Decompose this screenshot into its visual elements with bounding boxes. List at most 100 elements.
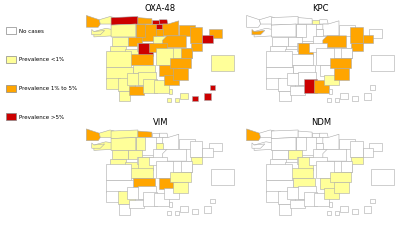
PathPatch shape	[313, 150, 327, 159]
PathPatch shape	[130, 87, 144, 95]
PathPatch shape	[298, 131, 312, 138]
PathPatch shape	[153, 143, 163, 150]
PathPatch shape	[152, 21, 160, 25]
PathPatch shape	[99, 130, 114, 138]
PathPatch shape	[133, 65, 155, 74]
PathPatch shape	[106, 52, 132, 68]
PathPatch shape	[154, 194, 169, 206]
PathPatch shape	[211, 56, 233, 72]
PathPatch shape	[279, 91, 291, 102]
PathPatch shape	[272, 151, 288, 159]
PathPatch shape	[152, 134, 160, 138]
PathPatch shape	[163, 135, 179, 150]
PathPatch shape	[138, 19, 152, 25]
PathPatch shape	[298, 157, 313, 170]
PathPatch shape	[266, 191, 280, 202]
PathPatch shape	[290, 87, 305, 95]
PathPatch shape	[341, 49, 352, 59]
PathPatch shape	[181, 161, 192, 172]
PathPatch shape	[278, 78, 295, 91]
PathPatch shape	[339, 26, 355, 37]
PathPatch shape	[369, 30, 382, 39]
FancyBboxPatch shape	[6, 85, 16, 92]
PathPatch shape	[136, 138, 146, 151]
PathPatch shape	[128, 151, 142, 159]
PathPatch shape	[266, 181, 293, 192]
PathPatch shape	[288, 55, 313, 65]
PathPatch shape	[160, 179, 176, 189]
PathPatch shape	[110, 46, 126, 55]
PathPatch shape	[156, 49, 173, 65]
PathPatch shape	[154, 81, 169, 93]
PathPatch shape	[296, 25, 306, 38]
PathPatch shape	[304, 79, 318, 93]
PathPatch shape	[111, 25, 136, 38]
PathPatch shape	[153, 150, 167, 159]
FancyBboxPatch shape	[6, 28, 16, 35]
PathPatch shape	[320, 65, 337, 76]
PathPatch shape	[203, 149, 213, 157]
Text: Prevalence 1% to 5%: Prevalence 1% to 5%	[19, 86, 77, 91]
PathPatch shape	[119, 91, 130, 102]
PathPatch shape	[278, 191, 295, 204]
PathPatch shape	[266, 165, 292, 181]
PathPatch shape	[312, 25, 323, 30]
PathPatch shape	[298, 19, 312, 25]
PathPatch shape	[369, 143, 382, 152]
PathPatch shape	[270, 46, 286, 55]
PathPatch shape	[330, 59, 351, 69]
PathPatch shape	[326, 161, 352, 172]
PathPatch shape	[339, 139, 355, 150]
PathPatch shape	[92, 143, 105, 149]
PathPatch shape	[173, 182, 188, 194]
Text: Prevalence <1%: Prevalence <1%	[19, 57, 65, 62]
PathPatch shape	[111, 17, 138, 26]
PathPatch shape	[211, 169, 233, 185]
PathPatch shape	[270, 159, 286, 168]
PathPatch shape	[247, 129, 261, 141]
PathPatch shape	[296, 25, 316, 42]
PathPatch shape	[323, 150, 346, 161]
PathPatch shape	[94, 142, 112, 151]
PathPatch shape	[312, 21, 320, 25]
PathPatch shape	[298, 44, 313, 57]
PathPatch shape	[312, 138, 323, 143]
PathPatch shape	[112, 151, 128, 159]
PathPatch shape	[351, 157, 363, 165]
PathPatch shape	[272, 38, 288, 46]
PathPatch shape	[138, 157, 153, 170]
PathPatch shape	[324, 188, 339, 199]
PathPatch shape	[330, 172, 351, 182]
PathPatch shape	[110, 159, 126, 168]
PathPatch shape	[163, 22, 179, 37]
PathPatch shape	[209, 143, 222, 152]
PathPatch shape	[271, 138, 296, 151]
PathPatch shape	[138, 131, 152, 138]
PathPatch shape	[117, 191, 135, 204]
PathPatch shape	[179, 26, 195, 37]
PathPatch shape	[136, 25, 146, 38]
PathPatch shape	[271, 130, 298, 139]
PathPatch shape	[125, 49, 139, 57]
PathPatch shape	[127, 74, 143, 86]
PathPatch shape	[137, 157, 149, 165]
PathPatch shape	[334, 182, 348, 194]
PathPatch shape	[313, 30, 323, 37]
PathPatch shape	[170, 172, 190, 182]
PathPatch shape	[173, 69, 188, 81]
PathPatch shape	[296, 138, 316, 155]
PathPatch shape	[320, 179, 337, 189]
PathPatch shape	[190, 44, 203, 52]
PathPatch shape	[170, 59, 190, 69]
PathPatch shape	[179, 139, 195, 150]
PathPatch shape	[293, 65, 315, 74]
PathPatch shape	[271, 17, 298, 26]
PathPatch shape	[271, 25, 296, 38]
PathPatch shape	[309, 44, 327, 53]
PathPatch shape	[163, 37, 186, 49]
PathPatch shape	[203, 36, 213, 44]
PathPatch shape	[160, 21, 168, 25]
PathPatch shape	[288, 168, 313, 179]
Title: OXA-48: OXA-48	[145, 4, 176, 13]
PathPatch shape	[138, 73, 156, 86]
